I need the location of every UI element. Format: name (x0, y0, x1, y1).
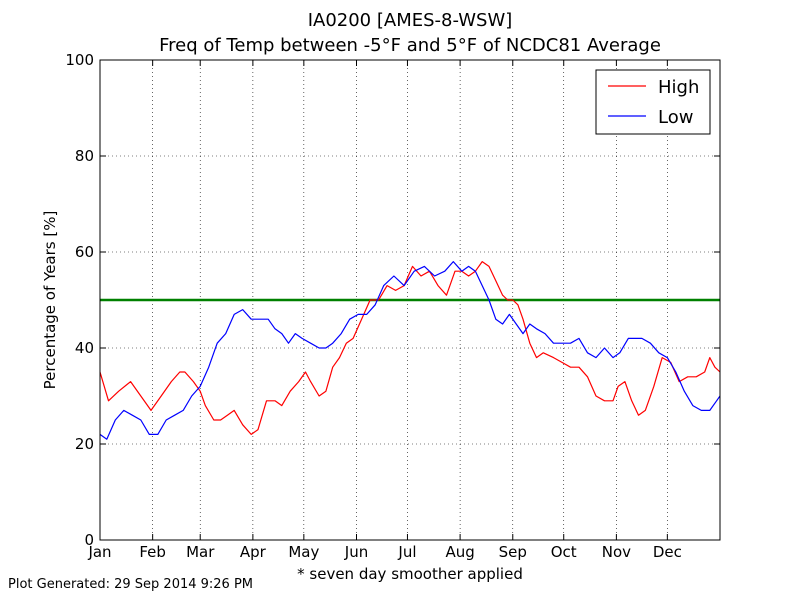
plot-generated-footer: Plot Generated: 29 Sep 2014 9:26 PM (8, 577, 254, 592)
x-tick-label: Nov (602, 543, 631, 561)
x-tick-label: Jun (344, 543, 368, 561)
x-tick-label: Sep (499, 543, 527, 561)
series-line-high (99, 261, 721, 435)
x-tick-label: Feb (139, 543, 166, 561)
chart-title: IA0200 [AMES-8-WSW] (308, 10, 513, 31)
y-axis-label: Percentage of Years [%] (41, 211, 59, 390)
x-tick-label: Apr (240, 543, 267, 561)
x-tick-label: Jan (87, 543, 111, 561)
y-tick-label: 60 (75, 243, 94, 261)
legend-label-high: High (658, 77, 699, 98)
y-tick-label: 100 (65, 51, 94, 69)
x-tick-label: Dec (653, 543, 682, 561)
y-tick-label: 20 (75, 435, 94, 453)
legend-box (595, 69, 711, 135)
x-tick-label: Jul (397, 543, 416, 561)
y-tick-label: 40 (75, 339, 94, 357)
y-tick-label: 80 (75, 147, 94, 165)
x-tick-label: May (288, 543, 319, 561)
x-tick-label: Oct (551, 543, 577, 561)
y-tick-label: 0 (84, 531, 94, 549)
plot-frame (99, 59, 721, 541)
series-line-low (99, 261, 721, 440)
x-axis-label: * seven day smoother applied (297, 565, 523, 583)
x-tick-label: Aug (445, 543, 474, 561)
plot-area: 0 20 40 60 80 100 Jan Feb Mar Apr May Jun Jul Aug Sep O… (65, 51, 721, 561)
legend-label-low: Low (658, 107, 693, 128)
chart-subtitle: Freq of Temp between -5°F and 5°F of NCD… (159, 35, 661, 56)
x-tick-label: Mar (186, 543, 215, 561)
